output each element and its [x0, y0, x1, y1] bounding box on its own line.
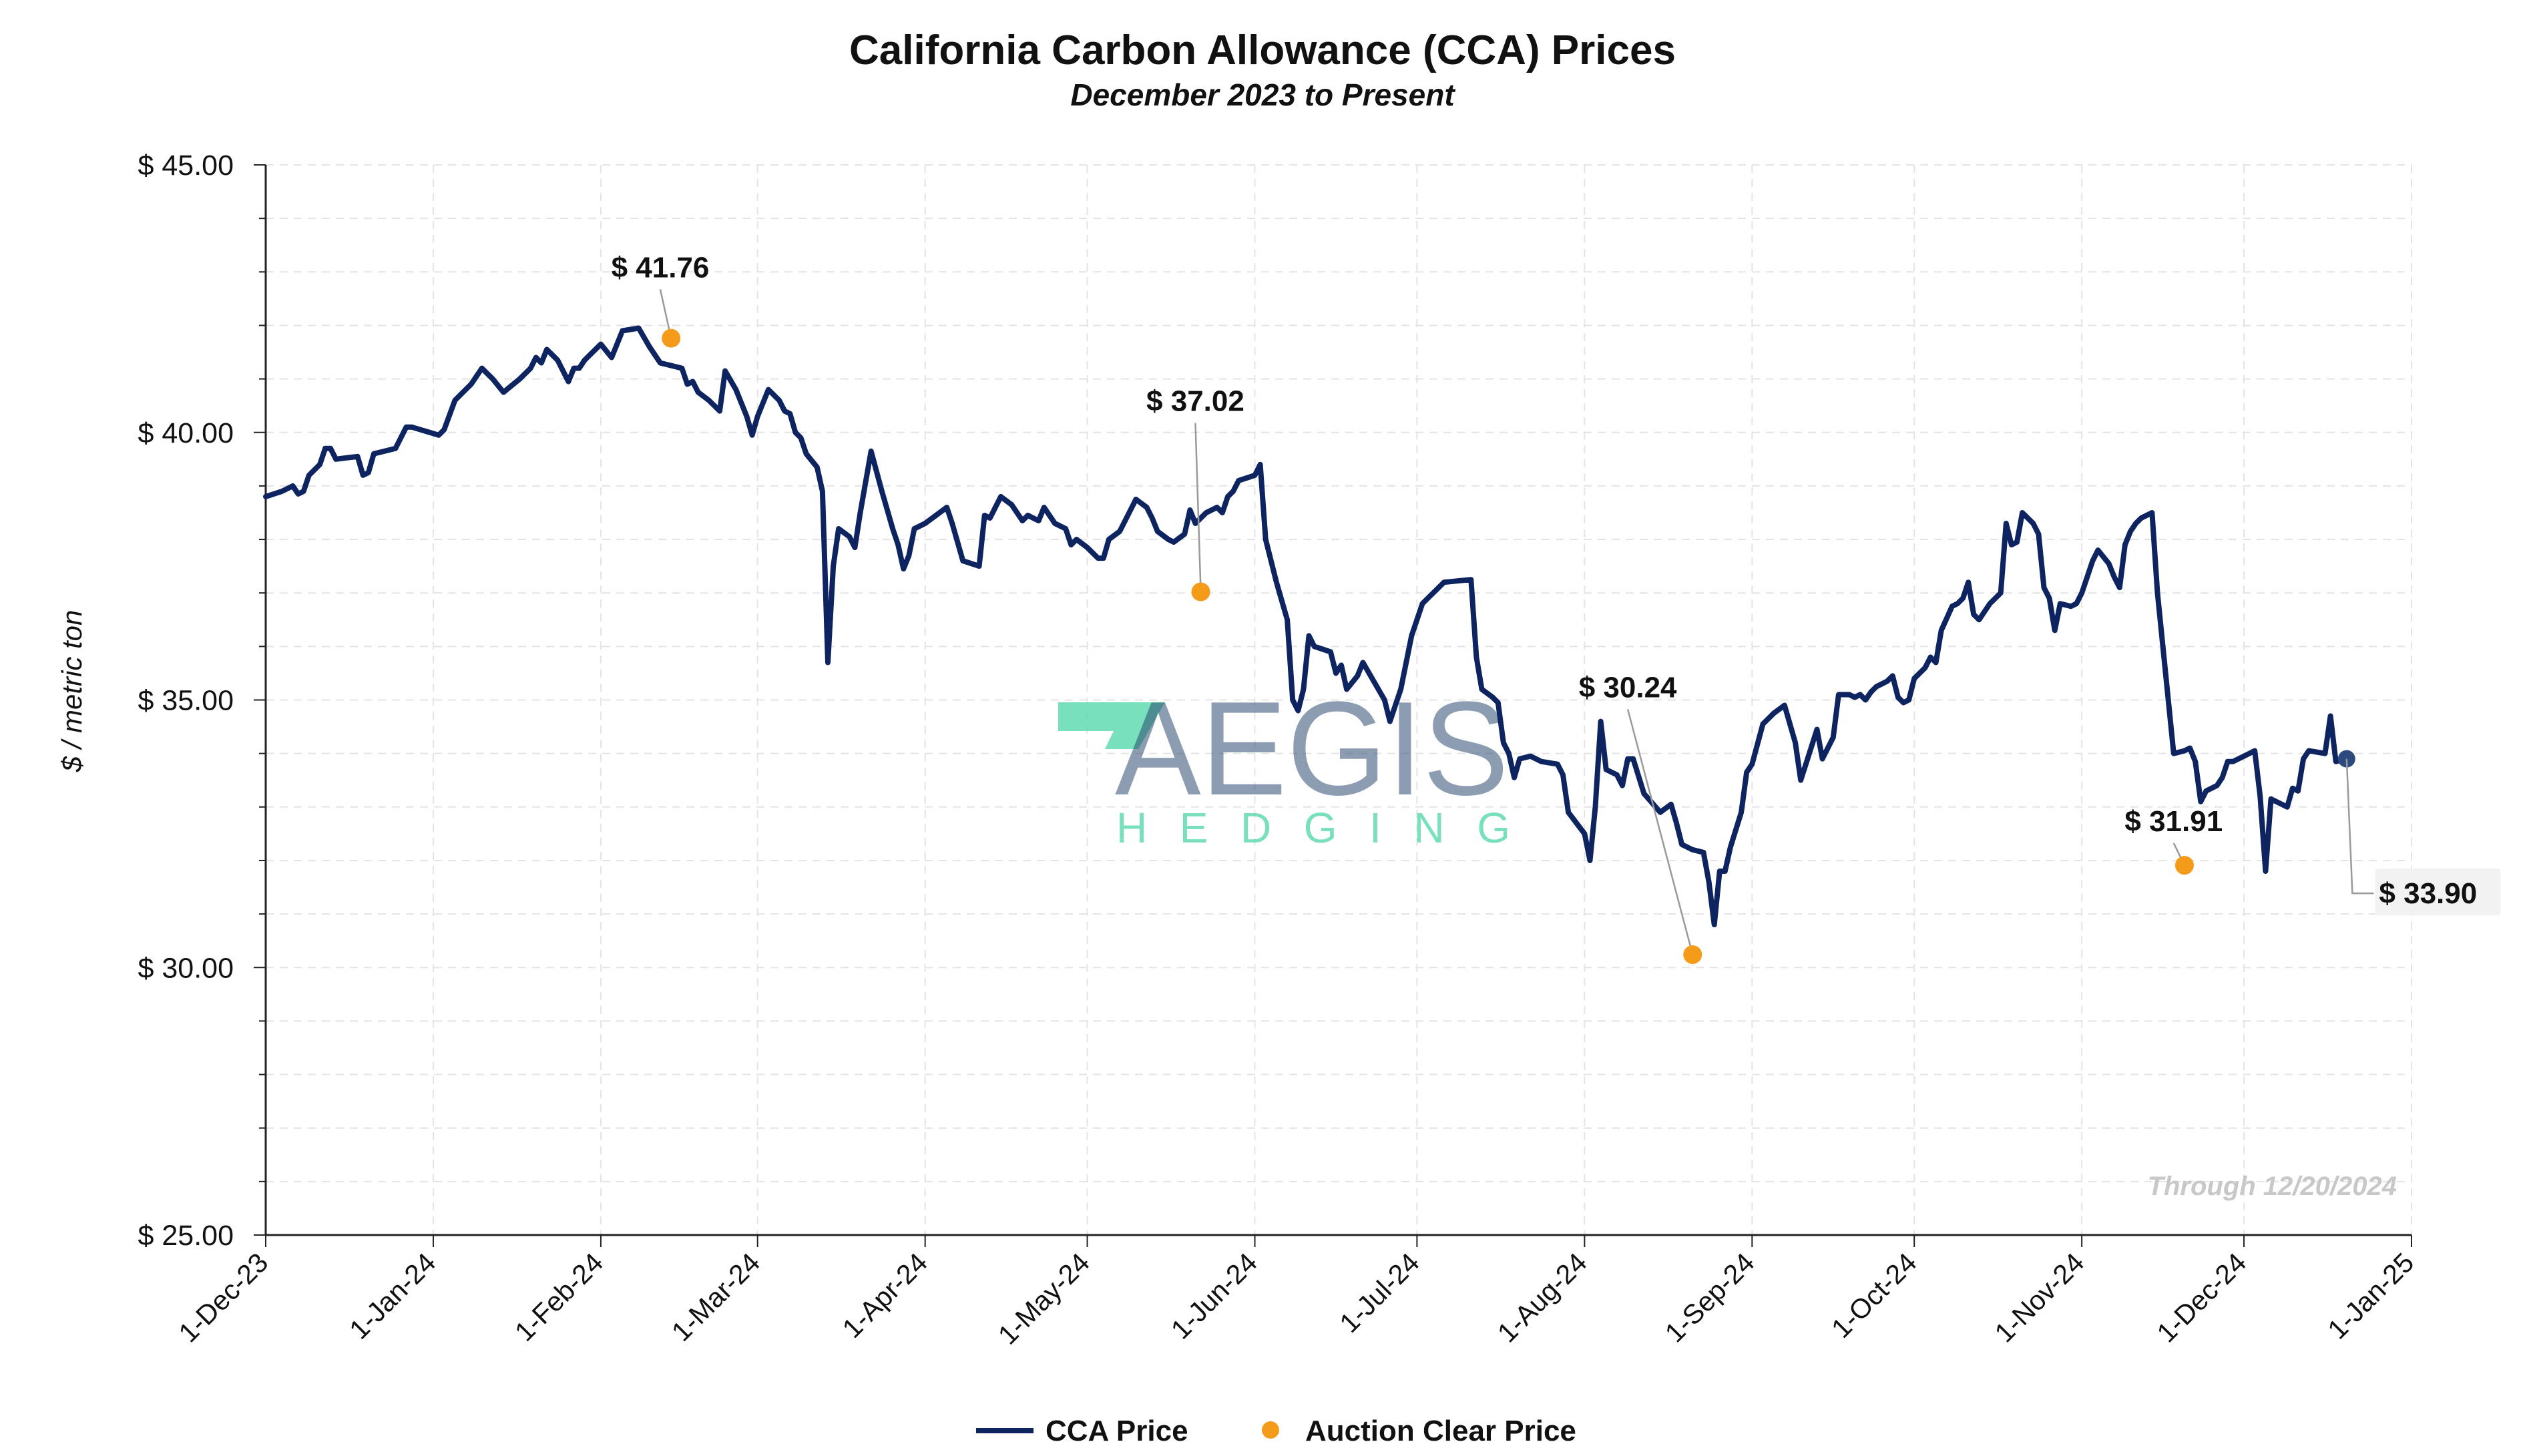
auction-clear-price-point: [1191, 582, 1210, 601]
y-tick-label: $ 40.00: [138, 417, 234, 449]
axes: [254, 164, 2412, 1247]
auction-clear-price-series: [662, 328, 2194, 965]
legend-cca-price-label: CCA Price: [1046, 1415, 1188, 1447]
annotation-label: $ 37.02: [1146, 385, 1244, 418]
auction-clear-price-point: [662, 328, 681, 348]
aegis-hedging-watermark: AEGIS HEDGING: [1058, 674, 1510, 852]
legend: CCA Price Auction Clear Price: [976, 1415, 1576, 1447]
auction-clear-price-point: [1683, 945, 1702, 965]
y-tick-label: $ 30.00: [138, 952, 234, 984]
chart-title: California Carbon Allowance (CCA) Prices: [849, 27, 1676, 73]
chart-subtitle: December 2023 to Present: [1070, 77, 1455, 112]
watermark-logo-mark-icon: [1058, 702, 1165, 749]
y-tick-label: $ 35.00: [138, 685, 234, 717]
annotation-leader-line: [2345, 758, 2374, 895]
annotation-label: $ 33.90: [2379, 877, 2477, 910]
legend-auction-clear-price-swatch: [1262, 1421, 1279, 1439]
annotation-leader-line: [1194, 423, 1202, 592]
grid-lines: [266, 164, 2412, 1235]
annotation-label: $ 31.91: [2124, 805, 2223, 838]
y-axis-label: $ / metric ton: [56, 610, 87, 773]
through-date-note: Through 12/20/2024: [2148, 1172, 2397, 1201]
watermark-main-text: AEGIS: [1115, 674, 1509, 823]
annotation-label: $ 41.76: [612, 251, 710, 284]
y-tick-label: $ 45.00: [138, 150, 234, 182]
annotation-labels: $ 41.76 $ 37.02 $ 30.24 $ 31.91 $ 33.90: [612, 251, 2501, 916]
watermark-sub-text: HEDGING: [1116, 804, 1510, 852]
annotation-leader-line: [1626, 709, 1694, 955]
annotation-label: $ 30.24: [1579, 671, 1677, 704]
annotation-label-box: [2375, 869, 2501, 916]
cca-price-line: [263, 325, 2349, 928]
y-tick-label: $ 25.00: [138, 1220, 234, 1252]
legend-auction-clear-price-label: Auction Clear Price: [1305, 1415, 1576, 1447]
auction-clear-price-point: [2174, 856, 2194, 875]
